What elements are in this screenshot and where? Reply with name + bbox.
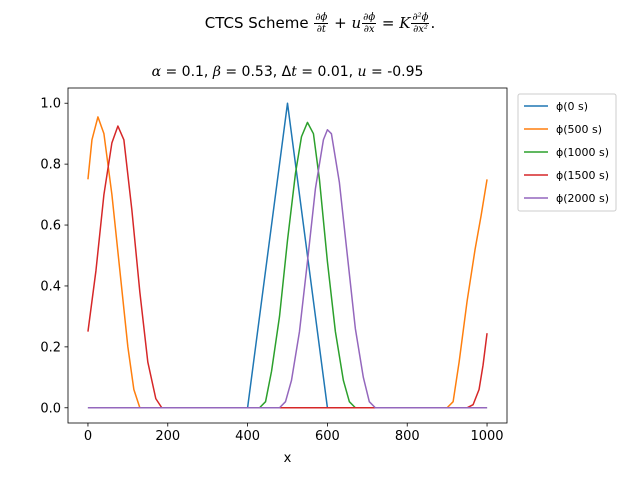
legend-label-1: ϕ(500 s): [556, 123, 602, 136]
figure-suptitle: CTCS Scheme ∂ϕ ∂t + u ∂ϕ ∂x = K ∂²ϕ ∂x².: [0, 12, 640, 35]
legend-label-4: ϕ(2000 s): [556, 192, 609, 205]
x-tick-label: 400: [235, 429, 260, 444]
y-tick-label: 1.0: [40, 97, 61, 112]
x-tick-label: 1000: [470, 429, 503, 444]
y-tick-label: 0.2: [40, 340, 61, 355]
suptitle-equation: ∂ϕ ∂t + u ∂ϕ ∂x = K ∂²ϕ ∂x².: [314, 12, 436, 35]
x-tick-label: 800: [395, 429, 420, 444]
y-tick-label: 0.4: [40, 279, 61, 294]
series-line-2: [87, 121, 488, 409]
x-axis-label: x: [284, 451, 292, 466]
x-tick-label: 0: [84, 429, 92, 444]
legend-label-2: ϕ(1000 s): [556, 146, 609, 159]
legend-label-3: ϕ(1500 s): [556, 169, 609, 182]
axes-title: α = 0.1, β = 0.53, Δt = 0.01, u = -0.95: [151, 64, 424, 80]
x-tick-label: 600: [315, 429, 340, 444]
series-line-3: [87, 125, 488, 409]
suptitle-prefix: CTCS Scheme: [204, 14, 309, 32]
y-tick-label: 0.6: [40, 219, 61, 234]
legend-label-0: ϕ(0 s): [556, 100, 588, 113]
y-tick-label: 0.8: [40, 158, 61, 173]
y-tick-label: 0.0: [40, 401, 61, 416]
series-line-4: [87, 128, 488, 409]
series-line-1: [87, 116, 488, 409]
x-tick-label: 200: [155, 429, 180, 444]
legend-box: [517, 93, 617, 212]
axes-frame: [67, 87, 508, 424]
legend: ϕ(0 s) ϕ(500 s) ϕ(1000 s) ϕ(1500 s) ϕ(2000 s…: [517, 93, 617, 212]
